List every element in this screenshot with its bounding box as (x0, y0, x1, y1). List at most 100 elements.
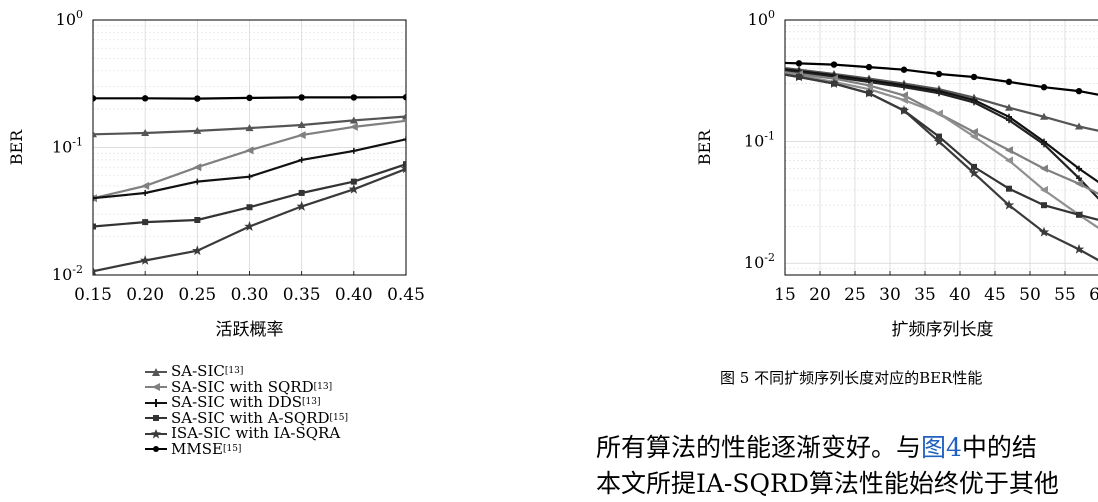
data-point-left-triangle (760, 66, 768, 74)
legend-item: MMSE [15] (145, 439, 348, 458)
data-point-circle (935, 70, 943, 78)
y-axis-label: BER (695, 129, 714, 165)
x-tick-label: 35 (914, 285, 936, 305)
data-point-star (400, 163, 406, 174)
data-point-left-triangle (297, 131, 306, 140)
data-point-square (93, 223, 96, 230)
data-point-circle (298, 94, 305, 101)
legend-ref: [13] (313, 381, 333, 392)
data-point-star (296, 200, 307, 211)
legend-label: MMSE (171, 439, 223, 458)
series (761, 59, 1098, 96)
data-point-star (93, 265, 99, 275)
data-point-plus (971, 99, 977, 106)
data-point-left-triangle (141, 181, 150, 190)
data-point-left-triangle (245, 146, 254, 155)
legend-label: SA-SIC with A-SQRD (171, 408, 330, 427)
legend-item: SA-SIC with SQRD [13] (145, 377, 348, 396)
series (93, 112, 406, 138)
data-point-star (933, 136, 945, 147)
legend-label: SA-SIC with DDS (171, 393, 303, 411)
series-line (785, 72, 1098, 229)
data-point-plus (761, 64, 767, 70)
data-point-triangle (141, 128, 150, 136)
legend-ref: [15] (222, 443, 242, 454)
figure-link[interactable]: 图4 (921, 433, 962, 462)
x-tick-label: 25 (844, 285, 866, 305)
data-point-square (298, 189, 305, 196)
legend-label: ISA-SIC with IA-SQRA (171, 424, 341, 442)
data-point-plus (761, 65, 767, 71)
data-point-square (1041, 202, 1047, 209)
data-point-left-triangle (900, 95, 908, 104)
x-tick-label: 55 (1054, 285, 1076, 305)
data-point-star (244, 221, 255, 231)
figure-caption: 图 5 不同扩频序列长度对应的BER性能 (720, 369, 983, 387)
data-point-triangle (1040, 112, 1048, 120)
data-point-plus (901, 84, 907, 91)
x-tick-label: 0.30 (231, 285, 269, 305)
data-point-star (793, 71, 805, 82)
x-tick-label: 60 (1089, 285, 1098, 305)
legend-ref: [15] (329, 412, 348, 423)
legend-ref: [13] (302, 397, 321, 407)
series (93, 118, 406, 203)
y-tick-label: 10-1 (744, 130, 775, 151)
legend-ref: [13] (224, 366, 244, 376)
plot-frame (784, 19, 1098, 276)
data-point-triangle (93, 130, 97, 138)
data-point-star (898, 105, 910, 116)
plus-marker-icon (145, 398, 167, 407)
data-point-square (761, 68, 767, 74)
y-tick-label: 100 (56, 8, 83, 29)
data-point-triangle (1005, 103, 1013, 111)
data-point-circle (830, 61, 838, 68)
data-point-plus (350, 147, 357, 154)
data-point-left-triangle (1040, 164, 1048, 173)
data-point-plus (1076, 165, 1082, 172)
data-point-triangle (402, 112, 406, 120)
data-point-left-triangle (402, 118, 406, 123)
left-triangle-marker-icon (145, 383, 167, 392)
x-tick-label: 40 (949, 285, 971, 305)
data-point-star (968, 167, 980, 178)
x-tick-labels: 0.15 0.20 0.25 0.30 0.35 0.40 0.45 (74, 285, 425, 305)
data-point-left-triangle (760, 66, 768, 74)
data-point-left-triangle (193, 163, 202, 172)
data-point-circle (93, 95, 97, 102)
x-tick-label: 45 (984, 285, 1006, 305)
x-tick-label: 0.15 (74, 285, 112, 305)
x-tick-labels: 15 20 25 30 35 40 45 50 55 60 (774, 285, 1098, 305)
series (93, 136, 406, 202)
legend-label: SA-SIC with SQRD (171, 377, 314, 396)
data-point-plus (194, 178, 201, 185)
data-point-left-triangle (935, 109, 943, 118)
data-point-star (759, 66, 769, 76)
data-point-circle (900, 66, 908, 73)
x-tick-label: 0.35 (283, 285, 321, 305)
data-point-circle (1040, 84, 1048, 91)
data-point-square (1076, 211, 1082, 218)
x-tick-label: 30 (879, 285, 901, 305)
data-point-circle (761, 59, 767, 65)
data-point-square (246, 204, 253, 211)
legend-item: SA-SIC with A-SQRD [15] (145, 408, 348, 427)
x-axis-label: 活跃概率 (216, 320, 284, 340)
ber-vs-activity-chart: 0.15 0.20 0.25 0.30 0.35 0.40 0.45 100 10-1 10-2 活… (7, 8, 425, 340)
y-tick-label: 100 (748, 8, 775, 29)
data-point-plus (142, 189, 149, 196)
x-tick-label: 20 (809, 285, 831, 305)
data-point-plus (1006, 117, 1012, 124)
data-point-circle (1005, 78, 1013, 86)
x-tick-label: 15 (774, 285, 796, 305)
data-point-star (1073, 243, 1085, 254)
data-point-circle (795, 60, 803, 67)
legend-item: SA-SIC [13] (145, 363, 348, 380)
data-point-left-triangle (970, 132, 978, 141)
data-point-star (1003, 199, 1015, 210)
x-tick-label: 0.40 (335, 285, 373, 305)
data-point-left-triangle (1075, 179, 1083, 188)
data-point-square (1006, 185, 1012, 192)
legend-item: ISA-SIC with IA-SQRA (145, 424, 348, 442)
data-point-left-triangle (349, 122, 358, 131)
